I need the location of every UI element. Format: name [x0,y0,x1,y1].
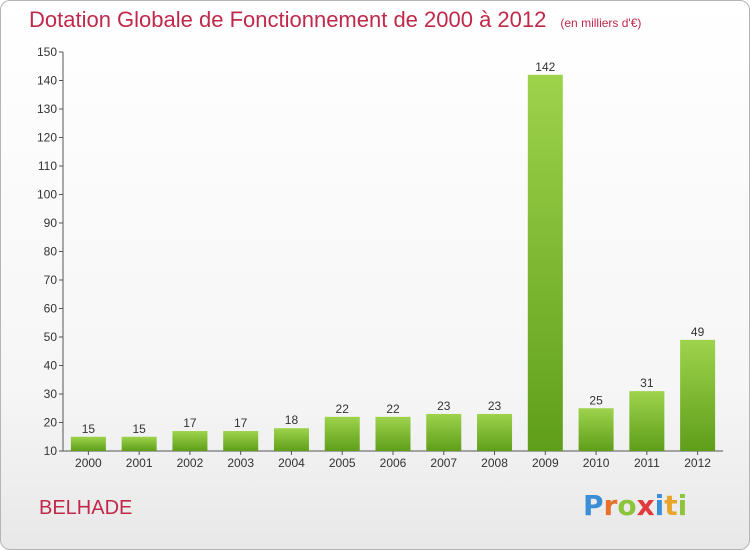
y-tick-label: 40 [44,359,58,373]
x-tick-label: 2006 [380,456,407,470]
bar [680,339,716,451]
logo-letter: o [617,489,637,522]
y-tick-label: 110 [38,159,57,173]
bar [527,74,563,452]
data-label: 23 [437,399,451,413]
x-tick-label: 2009 [532,456,559,470]
proxiti-logo: Proxiti [583,489,687,522]
logo-letter: t [664,489,678,522]
y-tick-label: 150 [37,45,57,59]
bar [375,416,411,451]
y-tick-label: 120 [37,131,57,145]
data-label: 22 [386,402,400,416]
data-label: 17 [183,416,197,430]
bar [426,413,462,451]
bar [629,391,665,451]
y-tick-label: 80 [44,245,58,259]
data-label: 17 [234,416,248,430]
y-tick-label: 20 [44,416,58,430]
data-label: 18 [285,413,299,427]
chart-subtitle: (en milliers d'€) [560,16,642,30]
chart-title: Dotation Globale de Fonctionnement de 20… [29,7,641,33]
data-label: 15 [82,422,96,436]
x-tick-label: 2005 [329,456,356,470]
data-label: 49 [691,325,705,339]
y-tick-label: 140 [37,74,57,88]
x-tick-label: 2012 [684,456,711,470]
y-tick-label: 10 [44,444,58,458]
bar [172,431,208,451]
y-tick-label: 130 [37,102,57,116]
chart-title-text: Dotation Globale de Fonctionnement de 20… [29,7,547,32]
data-label: 142 [535,60,555,74]
x-tick-label: 2010 [583,456,610,470]
bar [324,416,360,451]
bar [70,436,106,451]
x-tick-label: 2003 [227,456,254,470]
commune-name: BELHADE [39,497,133,519]
data-label: 22 [336,402,350,416]
bar [273,428,309,451]
data-label: 31 [640,376,654,390]
bar-chart: 10 20 30 40 50 60 70 80 90 100 110 120 130 140 150 2000… [37,45,723,470]
logo-letter: r [603,489,618,522]
logo-letter: P [583,489,604,522]
x-tick-label: 2002 [177,456,204,470]
data-label: 25 [589,393,603,407]
bar [477,413,513,451]
x-tick-label: 2000 [75,456,102,470]
y-tick-label: 70 [44,273,58,287]
x-tick-label: 2007 [430,456,457,470]
x-tick-label: 2011 [634,456,660,470]
y-tick-label: 50 [44,330,58,344]
bar [121,436,157,451]
bar [223,431,259,451]
y-tick-label: 100 [37,188,57,202]
x-tick-label: 2004 [278,456,305,470]
logo-letter: x [636,489,655,522]
y-tick-label: 60 [44,302,58,316]
bar [578,408,614,451]
x-tick-label: 2001 [126,456,153,470]
logo-letter: i [654,489,665,522]
logo-letter: i [677,489,688,522]
y-tick-label: 90 [44,216,58,230]
y-tick-label: 30 [44,387,58,401]
data-label: 23 [488,399,502,413]
x-tick-label: 2008 [481,456,508,470]
data-label: 15 [132,422,146,436]
